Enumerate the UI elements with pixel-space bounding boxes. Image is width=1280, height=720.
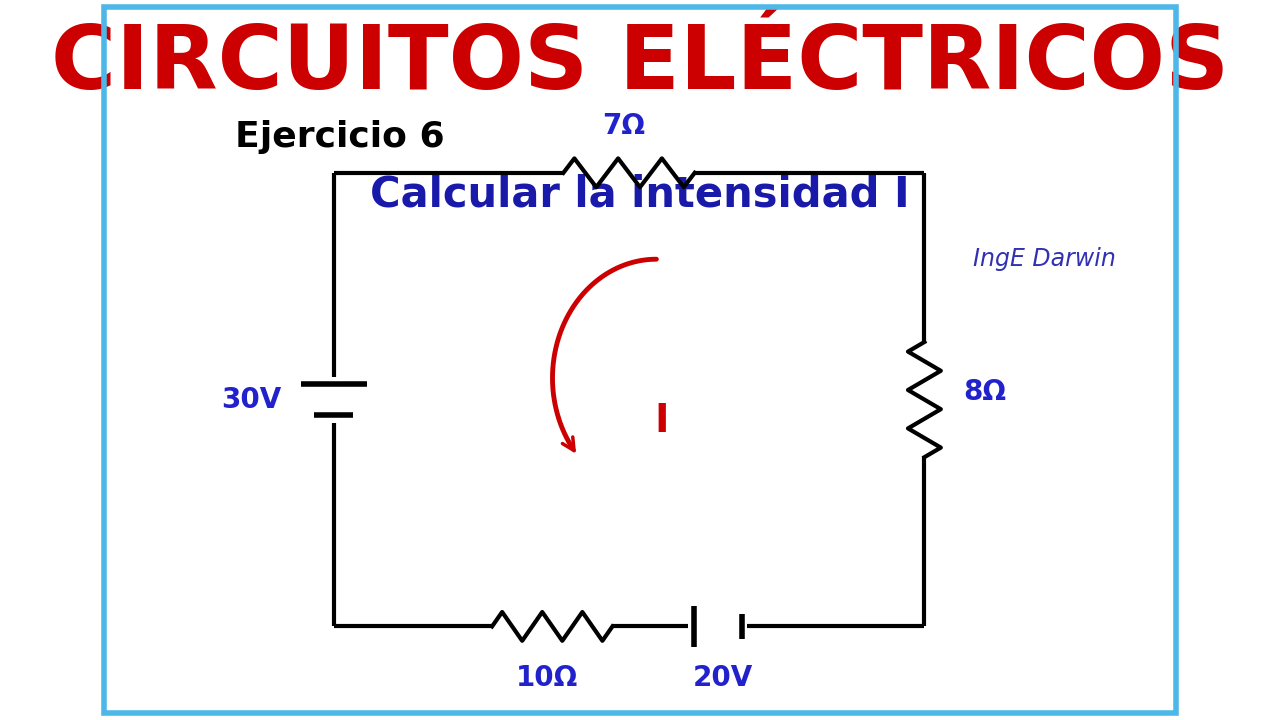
Text: I: I: [654, 402, 669, 440]
Text: CIRCUITOS ELÉCTRICOS: CIRCUITOS ELÉCTRICOS: [51, 22, 1229, 108]
Text: Calcular la intensidad I: Calcular la intensidad I: [370, 174, 910, 215]
Text: 20V: 20V: [692, 665, 753, 692]
Text: Ejercicio 6: Ejercicio 6: [236, 120, 445, 154]
Text: 8Ω: 8Ω: [963, 379, 1006, 406]
Text: 7Ω: 7Ω: [602, 112, 645, 140]
Text: IngE Darwin: IngE Darwin: [973, 247, 1116, 271]
Text: 10Ω: 10Ω: [516, 665, 579, 692]
Text: 30V: 30V: [221, 386, 282, 413]
